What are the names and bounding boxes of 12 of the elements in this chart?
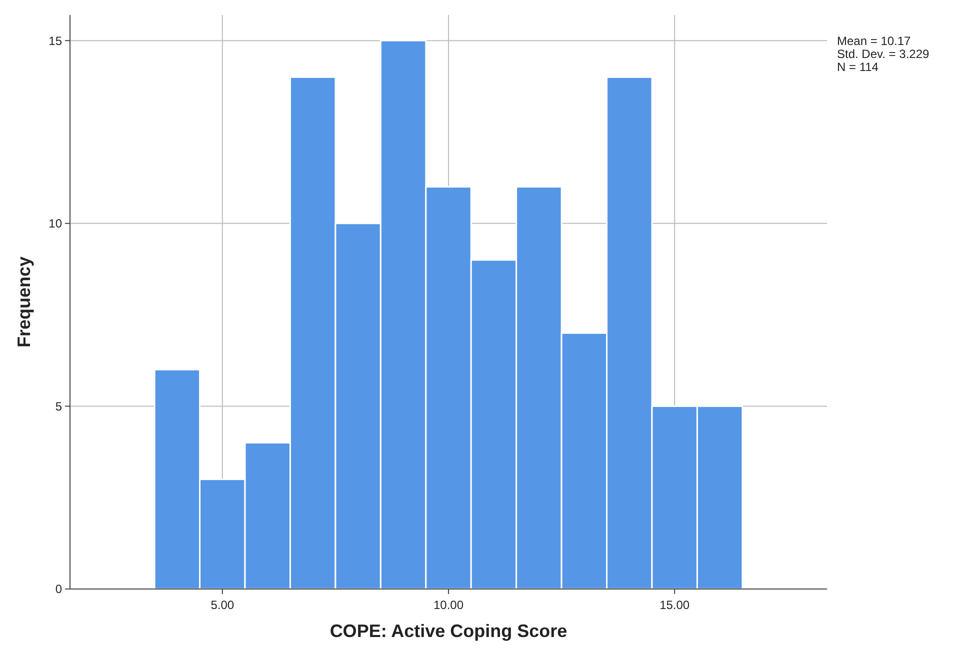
x-tick-label: 15.00 xyxy=(660,598,690,612)
text: Std. Dev. = 3.229 xyxy=(837,47,930,61)
y-tick-label: 15 xyxy=(48,34,62,48)
y-tick-label: 0 xyxy=(55,582,62,596)
text: N = 114 xyxy=(837,60,879,74)
y-axis-title: Frequency xyxy=(14,256,34,348)
x-tick-label: 5.00 xyxy=(210,598,234,612)
y-tick-label: 5 xyxy=(55,399,62,414)
x-axis-title: COPE: Active Coping Score xyxy=(330,621,568,641)
text: Mean = 10.17 xyxy=(837,34,912,48)
y-tick-label: 10 xyxy=(48,216,62,231)
x-tick-label: 10.00 xyxy=(433,598,464,612)
